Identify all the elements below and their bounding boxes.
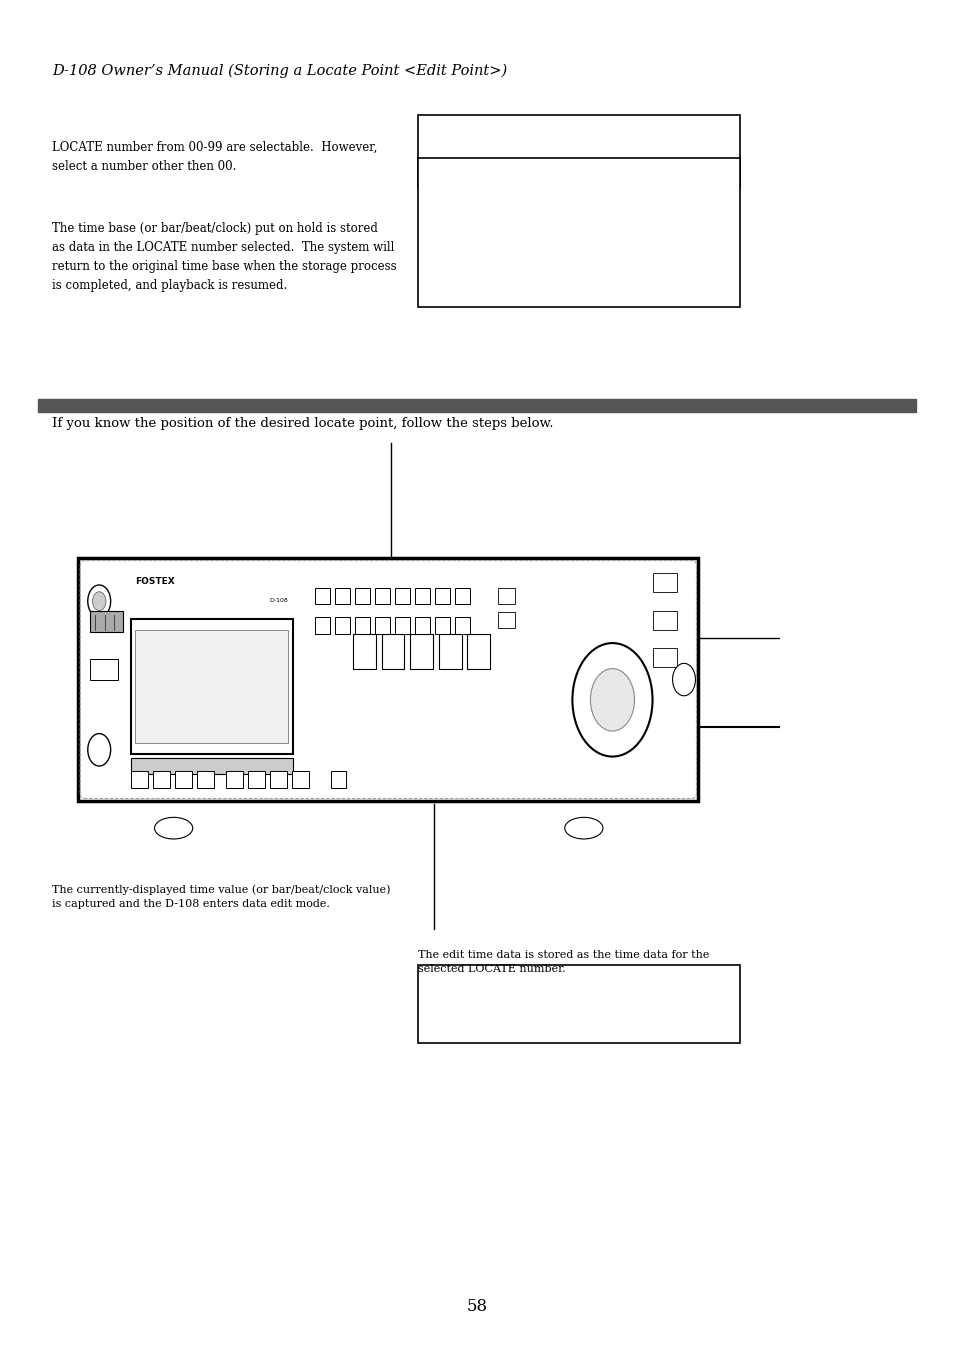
Bar: [314, 617, 330, 634]
Bar: [417, 158, 740, 307]
Bar: [417, 115, 740, 188]
Bar: [455, 617, 470, 634]
Bar: [174, 771, 192, 788]
Text: 58: 58: [466, 1298, 487, 1315]
Text: FOSTEX: FOSTEX: [135, 577, 175, 586]
Ellipse shape: [154, 817, 193, 839]
Bar: [335, 617, 350, 634]
Bar: [375, 617, 390, 634]
Bar: [152, 771, 170, 788]
Bar: [353, 634, 375, 669]
Bar: [355, 617, 370, 634]
Bar: [355, 588, 370, 604]
Text: LOCATE number from 00-99 are selectable.  However,
select a number other then 00: LOCATE number from 00-99 are selectable.…: [52, 141, 377, 173]
Bar: [38, 399, 915, 412]
Text: The time base (or bar/beat/clock) put on hold is stored
as data in the LOCATE nu: The time base (or bar/beat/clock) put on…: [52, 222, 396, 292]
Bar: [435, 588, 450, 604]
Bar: [135, 630, 288, 743]
Bar: [652, 611, 677, 630]
Bar: [335, 588, 350, 604]
Bar: [652, 648, 677, 667]
Bar: [226, 771, 243, 788]
Bar: [395, 617, 410, 634]
Bar: [415, 588, 430, 604]
Circle shape: [92, 592, 106, 611]
Bar: [381, 634, 404, 669]
Bar: [90, 611, 123, 632]
Bar: [438, 634, 461, 669]
Bar: [248, 771, 265, 788]
Bar: [292, 771, 309, 788]
Text: If you know the position of the desired locate point, follow the steps below.: If you know the position of the desired …: [52, 417, 554, 431]
Circle shape: [88, 585, 111, 617]
Text: The currently-displayed time value (or bar/beat/clock value)
is captured and the: The currently-displayed time value (or b…: [52, 885, 391, 909]
Bar: [417, 965, 740, 1043]
Bar: [497, 588, 515, 604]
Bar: [467, 634, 490, 669]
Bar: [196, 771, 213, 788]
Bar: [331, 771, 346, 788]
Text: D-108 Owner’s Manual (Storing a Locate Point <Edit Point>): D-108 Owner’s Manual (Storing a Locate P…: [52, 63, 507, 78]
Circle shape: [672, 663, 695, 696]
Bar: [455, 588, 470, 604]
Bar: [78, 558, 698, 801]
Bar: [435, 617, 450, 634]
Bar: [497, 612, 515, 628]
Bar: [410, 634, 433, 669]
Bar: [375, 588, 390, 604]
Bar: [652, 573, 677, 592]
Circle shape: [88, 734, 111, 766]
Bar: [270, 771, 287, 788]
Bar: [314, 588, 330, 604]
Bar: [415, 617, 430, 634]
Text: The edit time data is stored as the time data for the
selected LOCATE number.: The edit time data is stored as the time…: [417, 950, 708, 974]
Bar: [131, 758, 293, 774]
Text: D-108: D-108: [269, 598, 288, 604]
Bar: [395, 588, 410, 604]
Circle shape: [572, 643, 652, 757]
Bar: [131, 771, 148, 788]
Bar: [131, 619, 293, 754]
Bar: [90, 659, 118, 680]
Circle shape: [590, 669, 634, 731]
Ellipse shape: [564, 817, 602, 839]
